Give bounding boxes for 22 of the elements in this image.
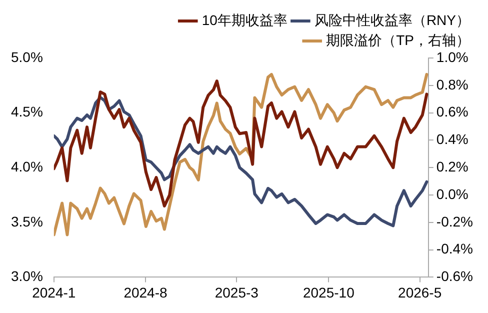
y2-tick-label: 0.0%	[436, 186, 468, 202]
y2-tick-label: 1.0%	[436, 48, 468, 65]
x-tick-label: 2025-3	[214, 284, 259, 300]
legend-label: 期限溢价（TP，右轴）	[326, 32, 470, 48]
y2-tick-label: -0.4%	[436, 240, 474, 257]
x-tick-label: 2026-5	[398, 284, 442, 300]
legend-label: 风险中性收益率（RNY）	[314, 12, 470, 28]
x-tick-label: 2024-1	[32, 284, 76, 300]
x-tick-label: 2025-10	[302, 284, 355, 300]
y2-tick-label: 0.2%	[436, 158, 468, 174]
legend-label: 10年期收益率	[202, 12, 288, 28]
y2-tick-label: 0.8%	[436, 76, 468, 92]
y-tick-label: 3.5%	[10, 213, 43, 230]
y2-tick-label: -0.6%	[436, 268, 474, 284]
y-tick-label: 5.0%	[10, 48, 43, 65]
y2-tick-label: 0.4%	[436, 131, 468, 148]
y-tick-label: 3.0%	[10, 268, 43, 284]
x-tick-label: 2024-8	[124, 284, 168, 300]
y-tick-label: 4.0%	[10, 158, 43, 174]
y-tick-label: 4.5%	[10, 104, 43, 120]
y2-tick-label: -0.2%	[436, 213, 474, 230]
y2-tick-label: 0.6%	[436, 104, 468, 120]
